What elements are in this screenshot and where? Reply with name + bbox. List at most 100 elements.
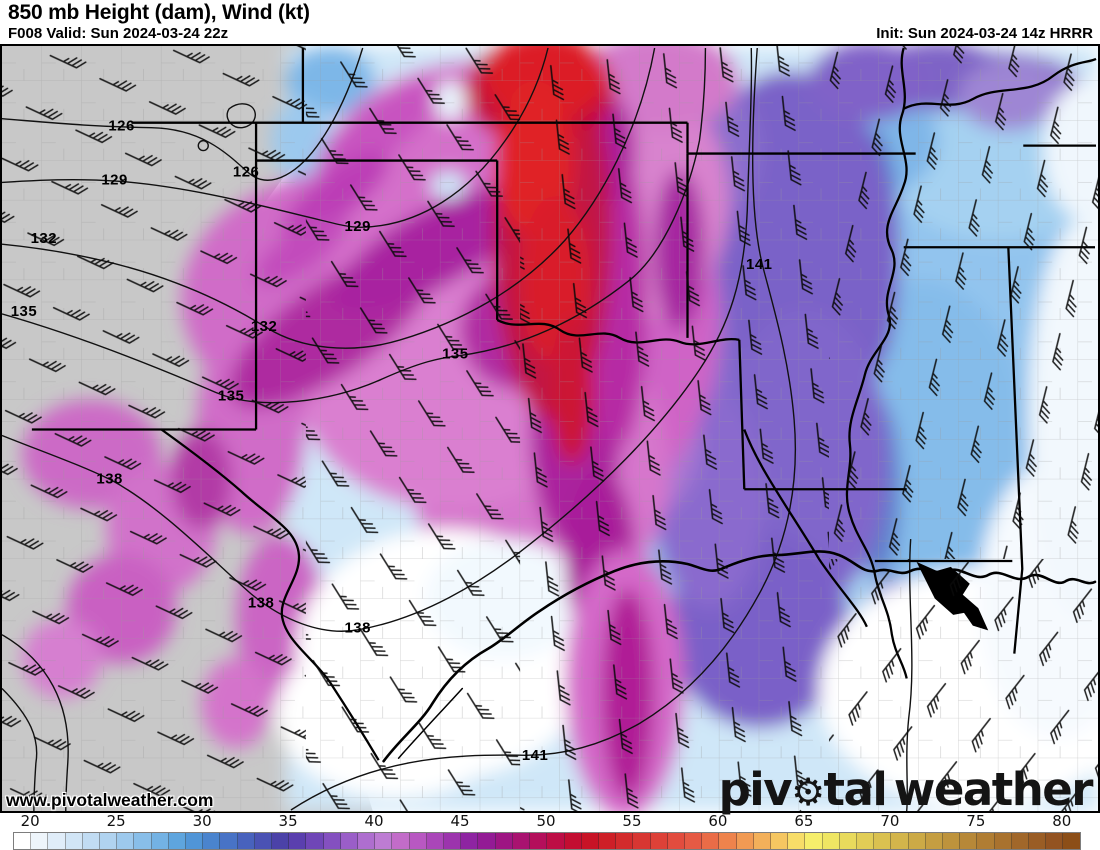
colorbar-tick-label: 75 [966, 812, 986, 830]
colorbar-cell [461, 833, 479, 849]
colorbar-ticks: 20 25 30 35 40 45 50 55 60 65 70 75 80 [13, 812, 1079, 831]
colorbar-cell [409, 833, 427, 849]
colorbar-cell [151, 833, 169, 849]
colorbar-cell [203, 833, 221, 849]
contour-label: 129 [101, 171, 127, 188]
colorbar-cell [702, 833, 720, 849]
contour-label: 135 [442, 346, 468, 363]
colorbar-cell [839, 833, 857, 849]
colorbar-cell [1028, 833, 1047, 849]
colorbar-cell [100, 833, 118, 849]
colorbar-cell [994, 833, 1012, 849]
colorbar-cell [323, 833, 341, 849]
logo-text-tal: tal [823, 763, 887, 816]
colorbar-cell [650, 833, 668, 849]
colorbar-cell [48, 833, 66, 849]
colorbar-cell [237, 833, 255, 849]
contour-label: 135 [11, 303, 37, 320]
colorbar-tick-label: 45 [450, 812, 470, 830]
colorbar-cell [478, 833, 496, 849]
colorbar-cell [272, 833, 290, 849]
colorbar-cell [186, 833, 204, 849]
colorbar-cells [13, 832, 1081, 850]
colorbar-cell [684, 833, 703, 849]
logo-text-piv: piv [718, 763, 793, 816]
colorbar-cell [306, 833, 324, 849]
colorbar-tick-label: 40 [364, 812, 384, 830]
colorbar-cell [340, 833, 359, 849]
colorbar-cell [254, 833, 273, 849]
colorbar-tick-label: 50 [536, 812, 556, 830]
colorbar-cell [925, 833, 943, 849]
colorbar-cell [1011, 833, 1029, 849]
contour-label: 141 [746, 256, 772, 273]
colorbar-cell [134, 833, 152, 849]
contour-label: 141 [522, 747, 548, 764]
colorbar-cell [82, 833, 101, 849]
pivotal-weather-logo: piv⚙tal weather [718, 763, 1094, 816]
colorbar-cell [856, 833, 875, 849]
colorbar-cell [1063, 833, 1080, 849]
colorbar-cell [220, 833, 238, 849]
colorbar-tick-label: 35 [278, 812, 298, 830]
valid-time-label: F008 Valid: Sun 2024-03-24 22z [8, 25, 229, 42]
colorbar-cell [977, 833, 995, 849]
colorbar-cell [805, 833, 823, 849]
contour-label: 138 [344, 620, 370, 637]
colorbar-tick-label: 60 [708, 812, 728, 830]
colorbar-tick-label: 65 [794, 812, 814, 830]
colorbar-cell [770, 833, 789, 849]
colorbar-cell [581, 833, 599, 849]
colorbar-cell [426, 833, 445, 849]
colorbar-cell [633, 833, 651, 849]
colorbar-cell [667, 833, 685, 849]
contour-labels-layer: 126 129 126 129 132 132 135 135 135 138 138 138 141 1… [11, 118, 772, 765]
colorbar-cell [822, 833, 840, 849]
map-frame: 126 129 126 129 132 132 135 135 135 138 138 138 141 1… [0, 44, 1100, 813]
contour-label: 135 [218, 388, 244, 405]
colorbar-cell [942, 833, 961, 849]
colorbar-cell [736, 833, 754, 849]
colorbar-cell [616, 833, 634, 849]
colorbar-cell [512, 833, 531, 849]
colorbar-cell [908, 833, 926, 849]
page-title: 850 mb Height (dam), Wind (kt) [8, 1, 310, 24]
logo-text-weather: weather [893, 763, 1094, 816]
weather-map: 126 129 126 129 132 132 135 135 135 138 138 138 141 1… [2, 46, 1098, 811]
colorbar-tick-label: 70 [880, 812, 900, 830]
contour-label: 138 [248, 595, 274, 612]
colorbar-cell [564, 833, 582, 849]
colorbar-cell [14, 833, 32, 849]
colorbar-cell [375, 833, 393, 849]
gear-icon: ⚙ [791, 770, 825, 814]
colorbar-cell [547, 833, 565, 849]
init-time-label: Init: Sun 2024-03-24 14z HRRR [876, 25, 1093, 42]
colorbar-cell [444, 833, 462, 849]
colorbar-cell [495, 833, 513, 849]
contour-label: 138 [96, 470, 122, 487]
colorbar-cell [598, 833, 617, 849]
contour-label: 132 [31, 230, 57, 247]
colorbar-cell [891, 833, 909, 849]
colorbar-cell [392, 833, 410, 849]
colorbar-cell [719, 833, 737, 849]
colorbar-cell [65, 833, 83, 849]
colorbar-cell [289, 833, 307, 849]
wind-barbs-layer [2, 46, 1098, 811]
contour-label: 129 [344, 218, 370, 235]
contour-label: 126 [233, 163, 259, 180]
colorbar-cell [1046, 833, 1064, 849]
colorbar-cell [960, 833, 978, 849]
colorbar-cell [117, 833, 135, 849]
colorbar-cell [753, 833, 771, 849]
colorbar-tick-label: 80 [1052, 812, 1072, 830]
colorbar-cell [168, 833, 187, 849]
colorbar-tick-label: 20 [20, 812, 40, 830]
colorbar-tick-label: 30 [192, 812, 212, 830]
colorbar-cell [31, 833, 49, 849]
colorbar-tick-label: 55 [622, 812, 642, 830]
colorbar-cell [788, 833, 806, 849]
colorbar-cell [358, 833, 376, 849]
colorbar-cell [874, 833, 892, 849]
